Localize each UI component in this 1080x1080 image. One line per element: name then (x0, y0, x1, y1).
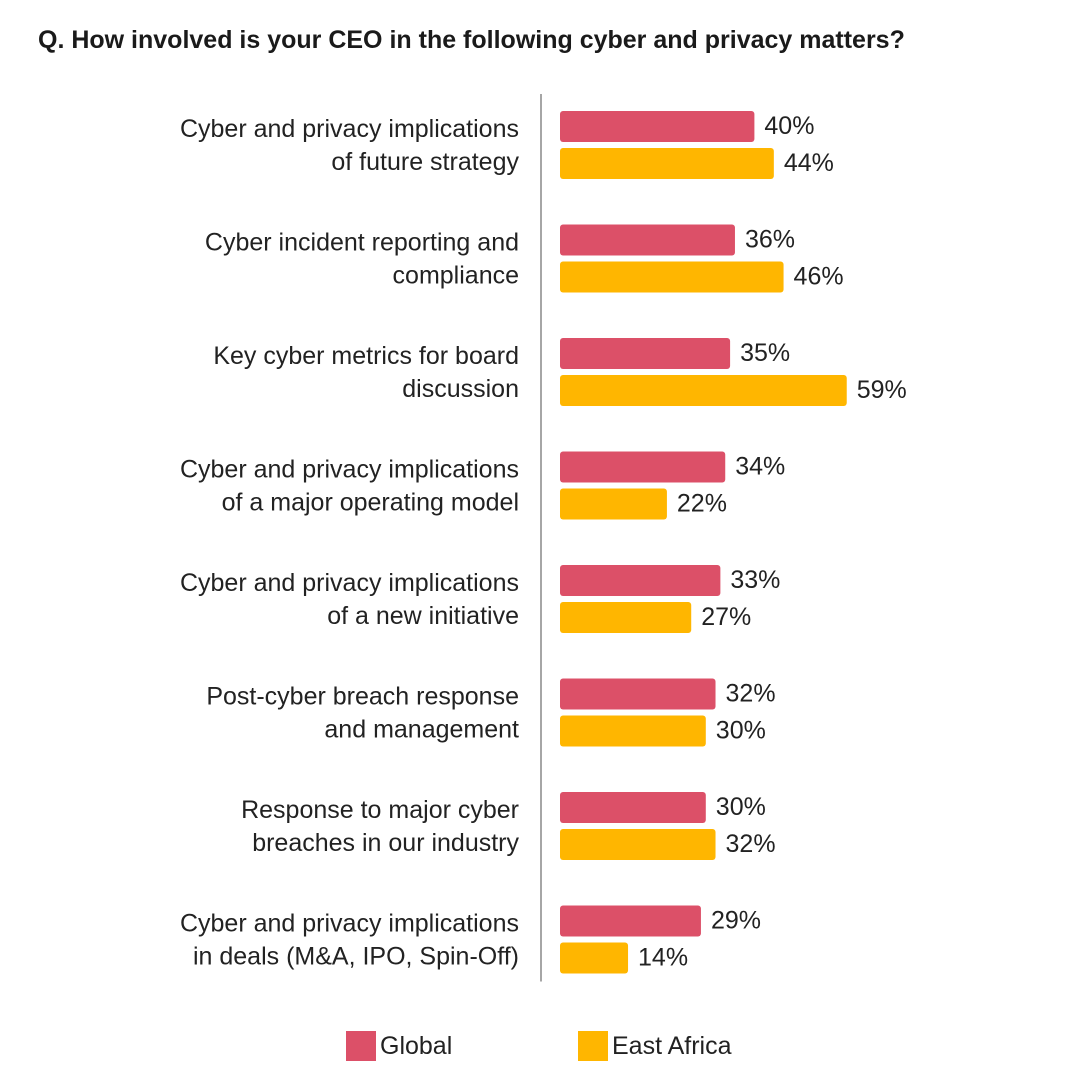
bar-east-africa (560, 488, 667, 520)
data-label-east-africa: 32% (726, 830, 776, 858)
data-label-global: 32% (726, 680, 776, 708)
data-label-east-africa: 46% (794, 263, 844, 291)
bar-global (560, 792, 706, 823)
bar-global (560, 678, 716, 710)
data-label-global: 33% (730, 566, 780, 594)
data-label-global: 36% (745, 226, 795, 254)
category-label: Cyber and privacy implications of a new i… (180, 569, 519, 630)
legend-item-east-africa[interactable]: East Africa (578, 1031, 732, 1061)
bar-chart: Cyber and privacy implications of future … (180, 94, 907, 982)
data-label-global: 34% (735, 453, 785, 481)
legend-swatch-east-africa (578, 1031, 608, 1061)
chart-title: Q. How involved is your CEO in the follo… (38, 26, 905, 54)
data-label-east-africa: 22% (677, 490, 727, 518)
data-label-east-africa: 30% (716, 717, 766, 745)
category-label: Key cyber metrics for board discussion (213, 342, 519, 403)
category-label: Cyber incident reporting and compliance (205, 229, 519, 290)
bar-global (560, 224, 735, 256)
bar-global (560, 111, 755, 142)
data-label-global: 30% (716, 793, 766, 821)
category-label: Post-cyber breach response and management (206, 683, 519, 744)
data-label-east-africa: 59% (857, 376, 907, 404)
bar-east-africa (560, 715, 706, 747)
data-label-east-africa: 27% (701, 603, 751, 631)
legend-item-global[interactable]: Global (346, 1031, 452, 1061)
legend-swatch-global (346, 1031, 376, 1061)
category-label: Response to major cyber breaches in our i… (241, 796, 519, 857)
category-label: Cyber and privacy implications of a major… (180, 456, 519, 517)
bar-east-africa (560, 829, 716, 860)
legend-label-global: Global (380, 1031, 453, 1060)
bar-global (560, 451, 726, 483)
legend: Global East Africa (0, 1031, 1080, 1067)
bar-global (560, 905, 701, 937)
bar-global (560, 338, 731, 369)
legend-label-east-africa: East Africa (612, 1031, 732, 1060)
bar-east-africa (560, 261, 784, 293)
bar-global (560, 565, 721, 596)
data-label-global: 29% (711, 907, 761, 935)
bar-east-africa (560, 602, 692, 633)
bar-east-africa (560, 148, 774, 179)
category-label: Cyber and privacy implications in deals (… (180, 910, 519, 971)
bar-east-africa (560, 375, 847, 406)
data-label-global: 35% (740, 339, 790, 367)
data-label-east-africa: 44% (784, 149, 834, 177)
bar-east-africa (560, 942, 629, 974)
data-label-east-africa: 14% (638, 944, 688, 972)
data-label-global: 40% (764, 112, 814, 140)
category-label: Cyber and privacy implications of future … (180, 115, 520, 176)
